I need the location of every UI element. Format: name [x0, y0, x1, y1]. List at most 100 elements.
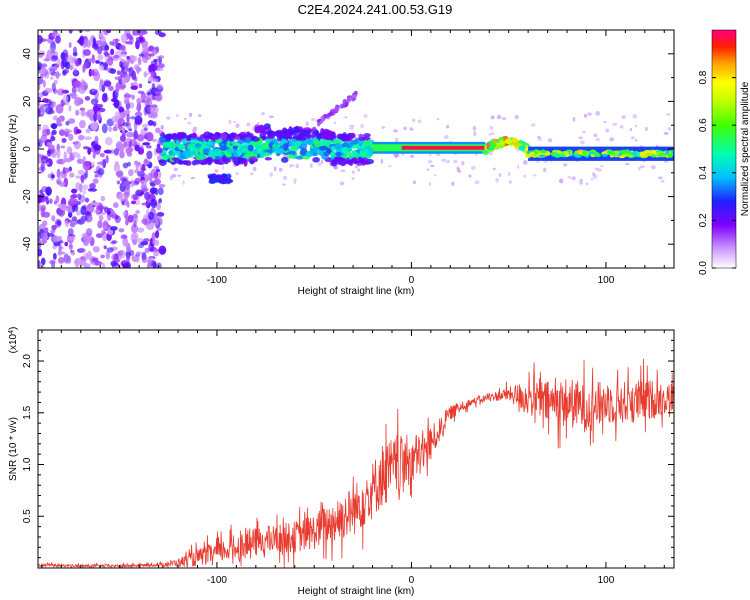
- spectral-mark: [194, 143, 202, 148]
- spectral-mark: [80, 109, 86, 117]
- spectral-mark: [53, 79, 58, 85]
- spectral-mark: [474, 180, 480, 185]
- spectral-mark: [50, 174, 55, 179]
- x-tick-label: 100: [598, 575, 615, 586]
- colorbar-ticks: 0.0 0.2 0.4 0.6 0.8: [698, 70, 736, 275]
- spectral-mark: [89, 183, 96, 190]
- spectral-mark: [426, 168, 430, 172]
- spectral-mark: [58, 158, 66, 165]
- spectral-mark: [67, 235, 76, 241]
- x-tick-label: -100: [207, 275, 227, 286]
- spectral-mark: [50, 131, 54, 140]
- spectral-mark: [55, 70, 60, 80]
- spectral-mark: [100, 36, 106, 45]
- snr-axes: -100 0 100 0.5 1.0 1.5 2.0: [22, 329, 674, 586]
- spectral-mark: [470, 166, 476, 170]
- spectral-mark: [58, 240, 64, 244]
- spectral-mark: [259, 150, 265, 159]
- spectral-mark: [85, 128, 91, 134]
- spectral-mark: [38, 203, 42, 212]
- spectral-mark: [625, 162, 630, 166]
- spectral-mark: [129, 138, 137, 147]
- spectral-mark: [222, 165, 225, 170]
- spectral-mark: [75, 58, 80, 67]
- spectral-mark: [56, 178, 62, 185]
- spectral-mark: [73, 46, 78, 56]
- spectral-mark: [363, 113, 368, 118]
- spectral-mark: [111, 253, 117, 261]
- spectral-mark: [48, 144, 55, 153]
- spectral-mark: [85, 197, 90, 203]
- spectral-mark: [349, 124, 355, 128]
- spectral-mark: [110, 98, 118, 103]
- spectral-mark: [135, 39, 140, 50]
- spectral-mark: [428, 182, 432, 186]
- spectral-mark: [536, 160, 540, 164]
- y-tick-label: 2.0: [22, 354, 33, 368]
- spectral-mark: [158, 32, 166, 38]
- spectral-mark: [409, 127, 414, 131]
- spectral-mark: [312, 156, 320, 163]
- spectral-mark: [51, 123, 57, 130]
- spectral-mark: [91, 201, 100, 206]
- spectral-mark: [554, 153, 561, 159]
- spectral-mark: [181, 132, 187, 138]
- spectral-mark: [489, 126, 494, 130]
- spectral-mark: [147, 120, 154, 126]
- spectral-mark: [274, 138, 279, 147]
- spectral-mark: [182, 150, 191, 156]
- spectral-mark: [221, 173, 228, 178]
- spectral-mark: [587, 112, 592, 116]
- spectral-mark: [175, 140, 180, 145]
- spectral-mark: [84, 210, 91, 217]
- spectral-mark: [111, 42, 118, 47]
- spectral-mark: [264, 138, 270, 143]
- spectral-mark: [56, 117, 61, 126]
- spectral-mark: [144, 104, 152, 115]
- spectral-mark: [222, 155, 227, 163]
- spectral-mark: [75, 210, 82, 216]
- spectral-mark: [392, 129, 398, 133]
- y-tick-label: 0.5: [22, 509, 33, 523]
- spectral-mark: [78, 247, 86, 253]
- spectral-mark: [211, 134, 220, 141]
- spectral-mark: [141, 44, 149, 53]
- spectral-mark: [563, 163, 568, 167]
- spectrogram-panel: -100 0 100 -40 -20 0 20 40 Height of straight l…: [8, 29, 675, 297]
- spectral-mark: [514, 114, 519, 120]
- spectral-mark: [58, 257, 65, 264]
- spectral-mark: [489, 140, 494, 145]
- spectral-mark: [65, 120, 70, 126]
- spectral-mark: [90, 98, 99, 106]
- spectral-mark: [232, 145, 239, 150]
- spectral-mark: [206, 141, 211, 145]
- spectral-mark: [83, 61, 89, 70]
- spectral-mark: [635, 124, 638, 128]
- snr-panel: -100 0 100 0.5 1.0 1.5 2.0 Height of straight …: [8, 327, 675, 597]
- spectral-mark: [434, 174, 437, 177]
- spectral-mark: [388, 165, 392, 168]
- x-tick-label: -100: [207, 575, 227, 586]
- spectral-mark: [582, 152, 588, 156]
- spectral-mark: [38, 109, 41, 118]
- spectral-mark: [91, 43, 99, 49]
- spectral-mark: [82, 184, 89, 191]
- spectral-mark: [172, 157, 179, 161]
- spectral-mark: [56, 148, 61, 159]
- spectral-mark: [109, 68, 117, 74]
- spectral-mark: [233, 161, 239, 166]
- spectral-mark: [235, 150, 242, 155]
- spectrogram-xlabel: Height of straight line (km): [298, 286, 415, 297]
- spectral-mark: [128, 35, 134, 41]
- spectral-mark: [558, 178, 564, 184]
- snr-scale-label: (x104): [8, 327, 20, 354]
- spectral-mark: [118, 249, 126, 259]
- spectral-mark: [451, 181, 455, 186]
- spectral-mark: [135, 160, 140, 171]
- spectral-mark: [95, 60, 101, 64]
- spectral-mark: [148, 76, 153, 82]
- spectral-mark: [580, 140, 585, 145]
- spectral-mark: [38, 125, 42, 131]
- spectral-mark: [62, 94, 69, 104]
- spectral-mark: [147, 91, 151, 96]
